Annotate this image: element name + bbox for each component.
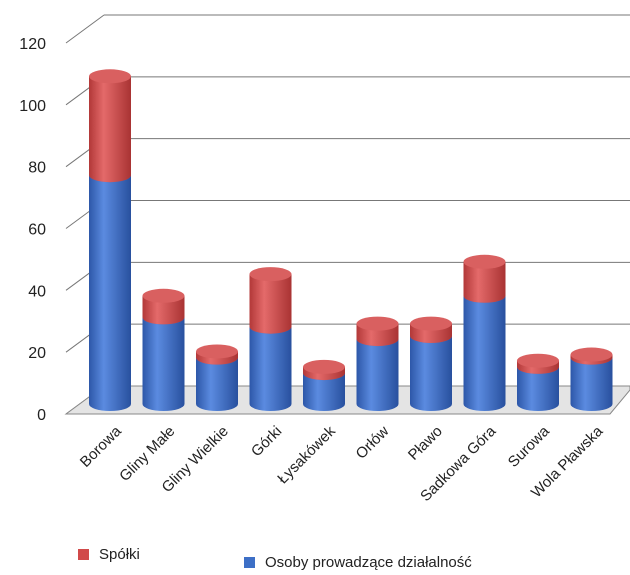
y-tick-label: 120 (19, 36, 46, 53)
bar-spolki (303, 359, 345, 381)
legend-label-osoby: Osoby prowadzące działalność (265, 554, 472, 571)
x-category-label: Górki (248, 423, 285, 460)
bar-spolki-top (89, 69, 131, 84)
y-tick-label: 40 (28, 283, 46, 300)
bar-spolki-top (356, 316, 399, 331)
bar-spolki (196, 344, 238, 365)
y-tick-label: 60 (28, 222, 46, 239)
y-axis-ticks: 0 20 40 60 80 100 120 (19, 36, 46, 424)
bar-spolki-top (570, 347, 613, 362)
bar-spolki (570, 347, 613, 365)
bar-osoby-body (196, 357, 238, 411)
bar-osoby (142, 310, 185, 411)
bar-osoby-body (463, 295, 506, 411)
bar-osoby-body (410, 335, 452, 411)
bar-spolki-body (249, 274, 292, 334)
y-tick-label: 80 (28, 160, 46, 177)
bar-spolki (142, 288, 185, 325)
bar-spolki-top (142, 288, 185, 303)
legend-swatch-osoby (244, 557, 255, 568)
bar-spolki-top (303, 359, 345, 374)
bar-osoby-body (303, 373, 345, 411)
y-tick-label: 100 (19, 98, 46, 115)
legend-item-spolki: Spółki (78, 546, 140, 563)
y-tick-label: 0 (37, 407, 46, 424)
bar-spolki-top (410, 316, 452, 331)
bar-osoby (89, 168, 131, 411)
bar-spolki (517, 353, 559, 374)
bar-spolki-top (517, 353, 559, 368)
x-category-label: Łysakówek (274, 422, 339, 487)
bars (89, 69, 613, 411)
legend-label-spolki: Spółki (99, 546, 140, 563)
bar-osoby-body (570, 357, 613, 411)
bar-spolki (89, 69, 131, 183)
bar-spolki-top (196, 344, 238, 359)
bar-spolki (249, 267, 292, 334)
bar-osoby-body (356, 339, 399, 411)
bar-spolki-body (142, 295, 185, 325)
bar-spolki-top (463, 254, 506, 269)
bar-osoby (463, 288, 506, 411)
gridline-diagonal (65, 14, 105, 44)
x-category-label: Pławo (405, 423, 446, 464)
bar-osoby-body (142, 317, 185, 411)
legend-swatch-spolki (78, 549, 89, 560)
y-tick-label: 20 (28, 345, 46, 362)
bar-osoby-body (249, 326, 292, 411)
bar-osoby-body (89, 175, 131, 411)
bar-spolki (463, 254, 506, 303)
x-category-label: Orłów (353, 423, 393, 463)
bar-spolki-top (249, 267, 292, 282)
bar-spolki (410, 316, 452, 343)
bar-spolki-body (463, 261, 506, 303)
bar-spolki (356, 316, 399, 347)
bar-osoby-body (517, 366, 559, 411)
x-category-label: Borowa (77, 422, 125, 470)
legend-item-osoby: Osoby prowadzące działalność (244, 554, 472, 571)
bar-spolki-body (89, 76, 131, 183)
x-category-label: Surowa (505, 422, 553, 470)
